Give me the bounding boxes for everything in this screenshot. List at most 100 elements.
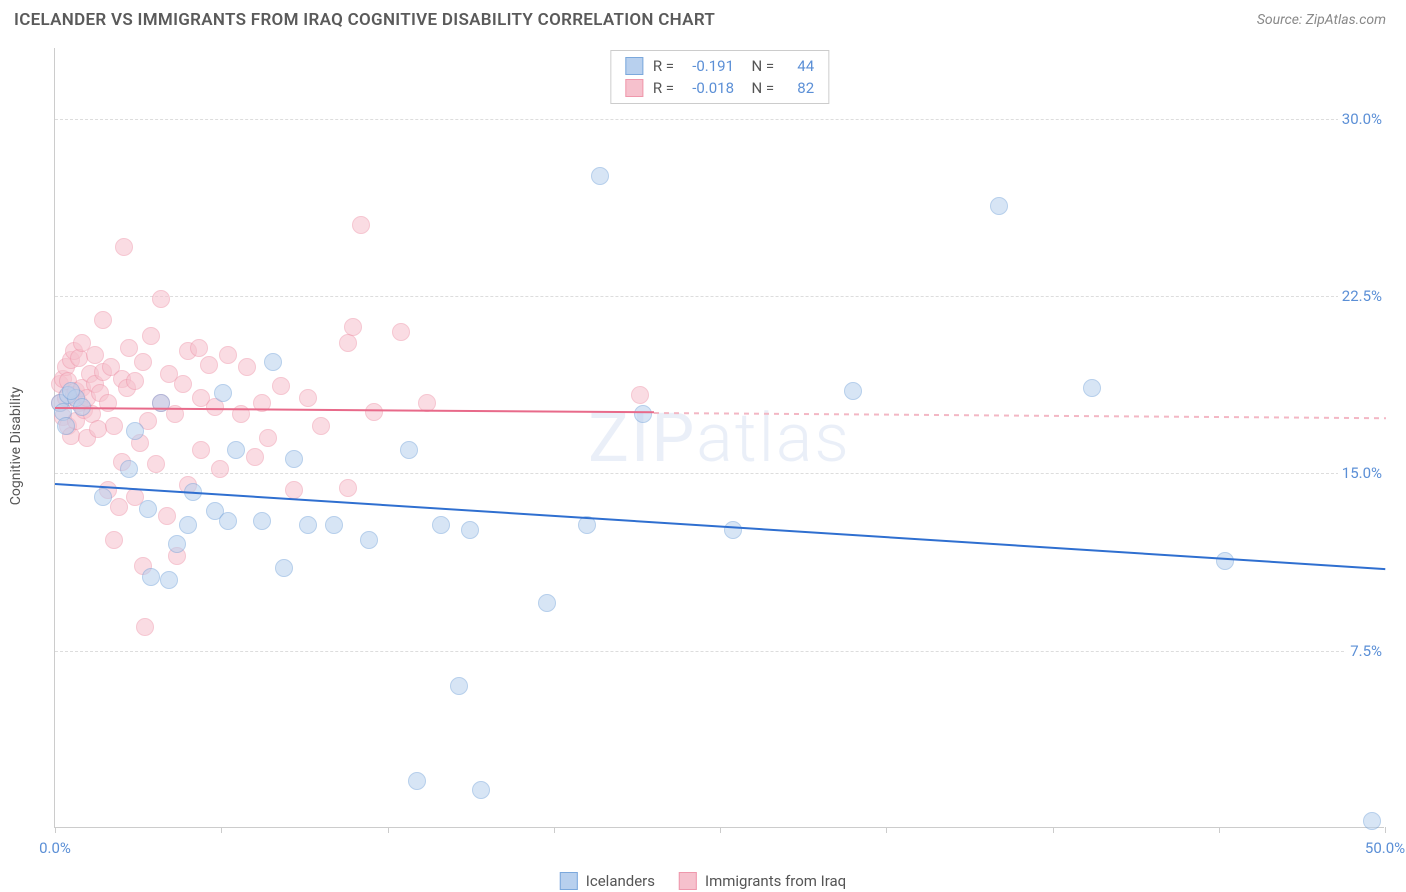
data-point (142, 327, 160, 345)
data-point (408, 772, 426, 790)
data-point (214, 384, 232, 402)
data-point (94, 311, 112, 329)
data-point (285, 481, 303, 499)
data-point (227, 441, 245, 459)
data-point (344, 318, 362, 336)
data-point (120, 460, 138, 478)
data-point (105, 531, 123, 549)
gridline (55, 473, 1384, 474)
data-point (105, 417, 123, 435)
data-point (142, 568, 160, 586)
legend-label: Icelanders (586, 872, 655, 890)
data-point (1363, 812, 1381, 830)
data-point (339, 479, 357, 497)
data-point (136, 618, 154, 636)
data-point (179, 516, 197, 534)
data-point (168, 535, 186, 553)
stats-row: R =-0.018 N =82 (625, 77, 814, 99)
trend-line (653, 412, 1385, 419)
data-point (1216, 552, 1234, 570)
gridline (55, 119, 1384, 120)
data-point (285, 450, 303, 468)
data-point (360, 531, 378, 549)
y-tick-label: 22.5% (1338, 287, 1386, 305)
data-point (392, 323, 410, 341)
data-point (192, 441, 210, 459)
data-point (115, 238, 133, 256)
stat-n-label: N = (744, 57, 774, 75)
stat-r-value: -0.191 (684, 57, 734, 75)
data-point (152, 290, 170, 308)
stats-row: R =-0.191 N =44 (625, 55, 814, 77)
data-point (264, 353, 282, 371)
x-tick (221, 827, 222, 833)
scatter-chart: ZIPatlas 7.5%15.0%22.5%30.0%0.0%50.0%R =… (54, 48, 1384, 828)
stat-n-label: N = (744, 79, 774, 97)
x-tick (1053, 827, 1054, 833)
gridline (55, 296, 1384, 297)
data-point (57, 417, 75, 435)
data-point (110, 498, 128, 516)
data-point (147, 455, 165, 473)
x-tick (388, 827, 389, 833)
trend-line (55, 483, 1385, 570)
y-axis-label: Cognitive Disability (8, 387, 24, 505)
data-point (325, 516, 343, 534)
y-tick-label: 15.0% (1338, 464, 1386, 482)
data-point (724, 521, 742, 539)
data-point (1083, 379, 1101, 397)
data-point (538, 594, 556, 612)
data-point (472, 781, 490, 799)
data-point (126, 422, 144, 440)
data-point (339, 334, 357, 352)
chart-source: Source: ZipAtlas.com (1257, 12, 1386, 28)
data-point (352, 216, 370, 234)
watermark: ZIPatlas (588, 398, 851, 478)
data-point (94, 488, 112, 506)
x-tick (1385, 827, 1386, 833)
data-point (126, 372, 144, 390)
stat-r-value: -0.018 (684, 79, 734, 97)
x-tick (1219, 827, 1220, 833)
x-tick (55, 827, 56, 833)
legend-item: Icelanders (560, 872, 655, 890)
data-point (174, 375, 192, 393)
data-point (219, 512, 237, 530)
data-point (200, 356, 218, 374)
data-point (219, 346, 237, 364)
data-point (844, 382, 862, 400)
data-point (62, 382, 80, 400)
data-point (461, 521, 479, 539)
data-point (86, 346, 104, 364)
data-point (246, 448, 264, 466)
y-tick-label: 30.0% (1338, 110, 1386, 128)
data-point (631, 386, 649, 404)
data-point (299, 516, 317, 534)
stat-r-label: R = (653, 57, 674, 75)
data-point (211, 460, 229, 478)
bottom-legend: Icelanders Immigrants from Iraq (560, 872, 846, 890)
data-point (400, 441, 418, 459)
data-point (253, 512, 271, 530)
data-point (450, 677, 468, 695)
data-point (160, 571, 178, 589)
x-tick (886, 827, 887, 833)
x-tick (720, 827, 721, 833)
x-tick-label: 0.0% (39, 839, 71, 857)
data-point (275, 559, 293, 577)
data-point (365, 403, 383, 421)
data-point (591, 167, 609, 185)
data-point (634, 405, 652, 423)
x-tick (554, 827, 555, 833)
gridline (55, 651, 1384, 652)
data-point (432, 516, 450, 534)
data-point (134, 353, 152, 371)
data-point (990, 197, 1008, 215)
stat-n-value: 82 (784, 79, 814, 97)
legend-swatch (625, 57, 643, 75)
data-point (158, 507, 176, 525)
data-point (259, 429, 277, 447)
legend-swatch (625, 79, 643, 97)
legend-item: Immigrants from Iraq (679, 872, 846, 890)
stats-box: R =-0.191 N =44R =-0.018 N =82 (610, 50, 829, 104)
